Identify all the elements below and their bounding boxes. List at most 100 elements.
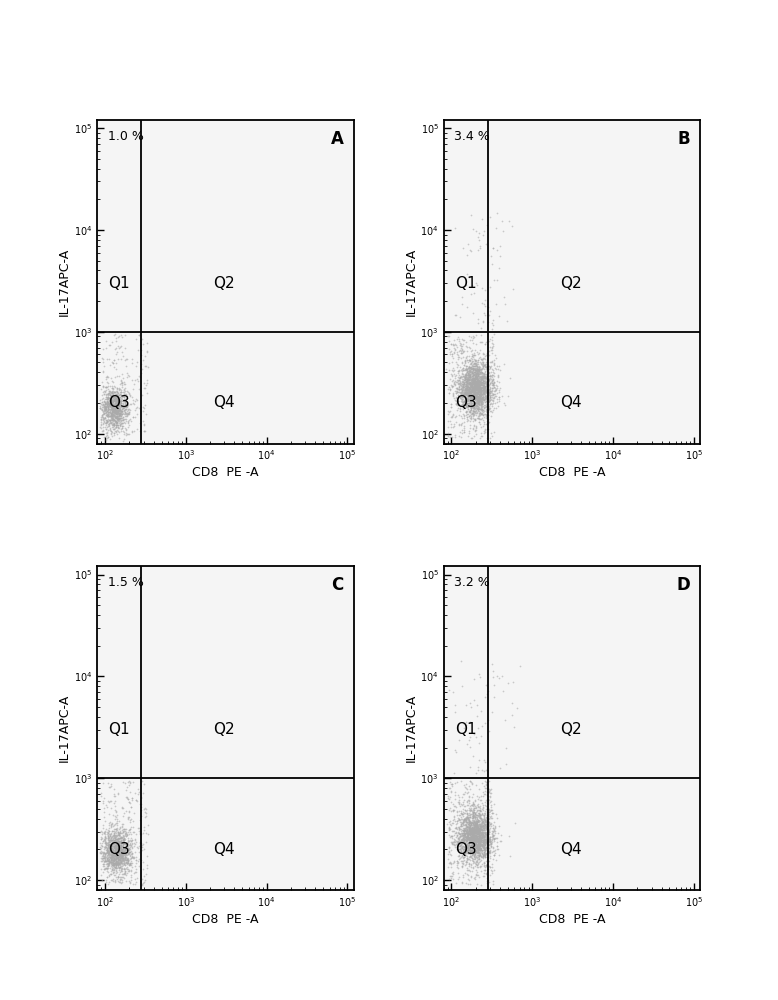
Point [468,385,480,401]
Point [486,377,499,393]
Point [466,840,478,856]
Point [114,398,127,414]
Point [463,822,475,838]
Point [475,405,487,421]
Point [482,804,495,820]
Point [468,834,480,850]
Point [485,368,498,384]
Point [104,397,117,413]
Point [464,759,477,775]
Point [475,361,487,377]
Point [461,833,473,849]
Point [449,392,461,408]
Point [475,369,488,385]
Point [105,389,117,405]
Point [462,867,475,883]
Point [473,823,485,839]
Point [451,842,464,858]
Point [468,390,480,406]
Point [467,380,479,396]
Point [107,385,119,401]
Point [111,400,124,416]
Point [484,836,496,852]
Point [485,408,497,424]
Point [463,833,475,849]
Point [460,817,472,833]
Point [487,240,499,256]
Point [128,372,141,388]
Point [110,393,122,409]
Point [106,847,118,863]
Point [455,840,468,856]
Point [128,838,141,854]
Point [465,376,478,392]
Point [473,827,485,843]
Point [464,806,476,822]
Point [454,844,467,860]
Point [484,392,496,408]
Point [110,361,122,377]
Point [478,816,491,832]
Point [455,833,468,849]
Point [479,812,492,828]
Point [116,861,128,877]
Point [103,843,115,859]
Point [476,814,489,830]
Point [481,376,493,392]
Point [465,395,478,411]
Point [100,850,112,866]
Point [111,849,124,865]
Point [478,373,490,389]
Point [458,812,471,828]
Point [107,391,120,407]
Point [121,403,133,419]
Point [452,407,464,423]
Point [110,399,122,415]
Point [475,762,488,778]
Point [470,376,482,392]
Point [452,842,464,858]
Point [473,837,485,853]
Point [463,795,475,811]
Point [110,402,122,418]
Point [469,400,482,416]
Point [457,801,469,817]
Point [464,383,476,399]
Point [118,840,131,856]
Point [468,381,480,397]
Point [471,830,483,846]
Point [471,384,483,400]
Point [463,838,475,854]
Point [471,344,483,360]
Point [108,418,121,434]
Point [111,843,124,859]
Point [118,870,131,886]
Point [120,836,132,852]
Point [478,385,490,401]
Point [468,373,480,389]
Point [100,842,113,858]
Point [117,414,130,430]
Point [140,377,152,393]
Point [450,414,463,430]
Point [469,798,482,814]
Point [116,375,128,391]
Point [114,857,126,873]
Point [110,815,122,831]
Point [109,843,121,859]
Point [124,837,137,853]
Point [456,391,468,407]
Point [468,845,480,861]
Point [472,388,485,404]
Point [113,835,125,851]
Point [466,386,478,402]
Point [465,360,478,376]
Point [111,392,124,408]
Point [104,849,117,865]
Point [120,411,132,427]
Point [111,840,124,856]
Point [114,372,127,388]
Point [476,211,489,227]
Point [96,408,108,424]
Point [114,847,126,863]
